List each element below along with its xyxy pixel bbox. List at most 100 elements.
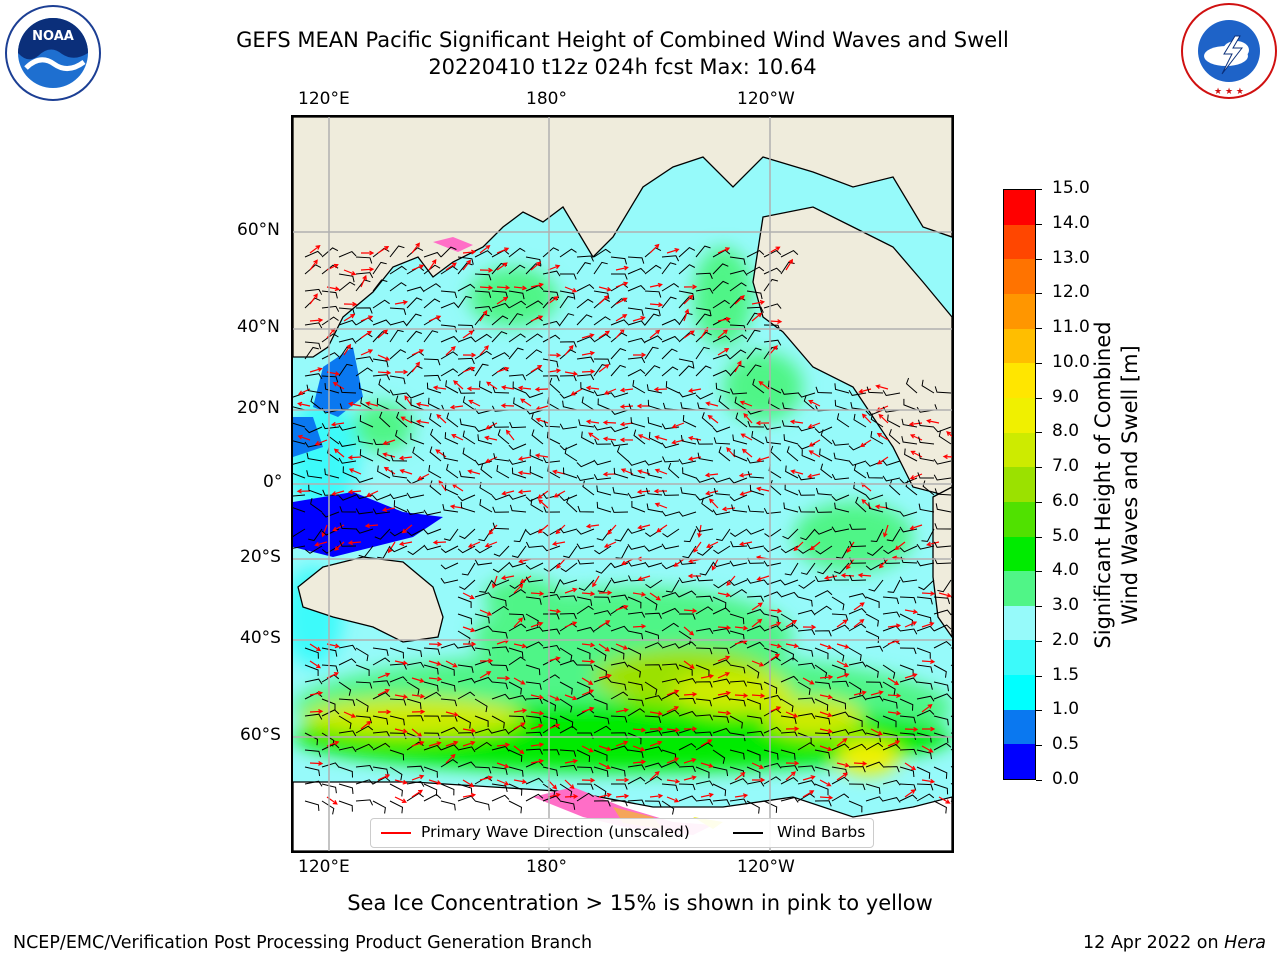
wind-barb xyxy=(542,528,561,537)
wind-barb xyxy=(899,647,917,655)
wave-direction-arrow xyxy=(496,366,510,373)
wind-barb xyxy=(817,562,833,575)
wave-direction-arrow xyxy=(547,608,562,614)
wind-barb xyxy=(457,336,476,343)
wind-barb xyxy=(644,695,663,701)
wind-barb xyxy=(559,659,578,666)
footer-date: 12 Apr 2022 on Hera xyxy=(1083,933,1266,953)
wind-barb xyxy=(644,561,663,568)
wind-barb xyxy=(848,608,867,615)
wind-barb xyxy=(525,349,543,360)
wind-barb xyxy=(695,392,714,400)
wind-barb xyxy=(508,290,525,300)
wind-barb xyxy=(428,465,442,479)
wave-direction-arrow xyxy=(451,434,464,441)
wind-barb xyxy=(695,272,713,279)
map-legend: Primary Wave Direction (unscaled) Wind B… xyxy=(370,818,874,848)
wind-barb xyxy=(474,363,489,377)
wind-barb xyxy=(491,290,509,299)
wind-barb xyxy=(661,783,679,792)
wind-barb xyxy=(746,329,761,343)
colorbar-tick-mark xyxy=(1036,397,1042,399)
wave-direction-arrow xyxy=(876,432,889,441)
wave-direction-arrow xyxy=(683,758,697,764)
wind-barb xyxy=(627,460,646,466)
wind-barb xyxy=(661,255,680,262)
wind-barb xyxy=(865,596,880,608)
wind-barb xyxy=(763,613,780,624)
wind-barb xyxy=(797,392,816,398)
wave-direction-arrow xyxy=(785,619,798,628)
wind-barb xyxy=(836,545,850,559)
wind-barb xyxy=(440,643,459,649)
wave-direction-arrow xyxy=(581,677,594,685)
wave-direction-arrow xyxy=(585,419,600,425)
wave-direction-arrow xyxy=(846,541,855,554)
wind-barb xyxy=(803,395,816,411)
wind-barb xyxy=(627,267,646,275)
wind-barb xyxy=(440,265,458,275)
wind-barb xyxy=(593,610,612,616)
wave-direction-arrow xyxy=(314,439,328,446)
wind-barb xyxy=(746,457,765,464)
wave-direction-arrow xyxy=(858,388,872,394)
wave-direction-arrow xyxy=(581,777,596,783)
colorbar-segment xyxy=(1004,744,1035,779)
wind-barb xyxy=(729,749,745,760)
colorbar-tick-label: 13.0 xyxy=(1052,247,1090,268)
wave-direction-arrow xyxy=(615,643,629,650)
wind-barb xyxy=(934,523,952,530)
wave-direction-arrow xyxy=(853,618,865,628)
wind-barb xyxy=(814,647,829,660)
sea-ice-note: Sea Ice Concentration > 15% is shown in … xyxy=(347,891,933,915)
wave-direction-arrow xyxy=(530,591,545,597)
colorbar-tick-mark xyxy=(1036,536,1042,538)
wind-barb xyxy=(440,302,459,309)
wind-barb xyxy=(440,783,455,796)
wave-direction-arrow xyxy=(309,259,318,271)
colorbar-segment xyxy=(1004,190,1035,225)
wave-direction-arrow xyxy=(552,469,566,475)
wave-direction-arrow xyxy=(462,366,476,373)
wind-barb xyxy=(678,511,697,517)
wind-barb xyxy=(729,297,746,309)
wind-barb xyxy=(797,662,816,669)
wind-barb xyxy=(440,698,458,707)
wind-barb xyxy=(661,282,679,292)
wind-barb xyxy=(797,732,812,744)
wind-barb xyxy=(593,800,611,807)
wind-barb xyxy=(627,560,646,567)
wave-direction-arrow xyxy=(887,677,900,686)
wind-barb xyxy=(800,528,816,541)
wind-barb xyxy=(763,681,778,694)
wind-barb xyxy=(916,613,932,624)
wave-direction-arrow xyxy=(615,281,629,288)
wind-barb xyxy=(797,793,816,802)
wind-barb xyxy=(559,443,578,451)
wind-barb xyxy=(576,626,595,633)
wind-barb xyxy=(355,307,373,314)
wind-barb xyxy=(496,465,510,479)
wind-barb xyxy=(933,783,949,795)
wave-direction-arrow xyxy=(807,473,821,479)
wind-barb xyxy=(474,290,492,298)
wave-direction-arrow xyxy=(785,771,796,781)
wind-barb xyxy=(474,766,492,774)
wind-barb xyxy=(474,647,491,656)
wave-direction-arrow xyxy=(401,524,413,534)
wind-barb xyxy=(492,421,510,428)
wave-direction-arrow xyxy=(314,541,328,547)
wind-barb xyxy=(423,664,439,675)
wind-barb xyxy=(525,641,544,649)
wind-barb xyxy=(338,494,357,501)
wind-barb xyxy=(695,780,714,787)
wind-barb xyxy=(899,766,915,778)
wind-barb xyxy=(474,592,493,598)
wave-direction-arrow xyxy=(411,789,424,798)
wind-barb xyxy=(372,358,389,368)
wave-direction-arrow xyxy=(333,448,345,458)
wave-direction-arrow xyxy=(921,621,935,628)
wind-barb xyxy=(780,388,799,395)
wind-barb xyxy=(729,798,748,805)
wave-direction-arrow xyxy=(717,672,731,679)
